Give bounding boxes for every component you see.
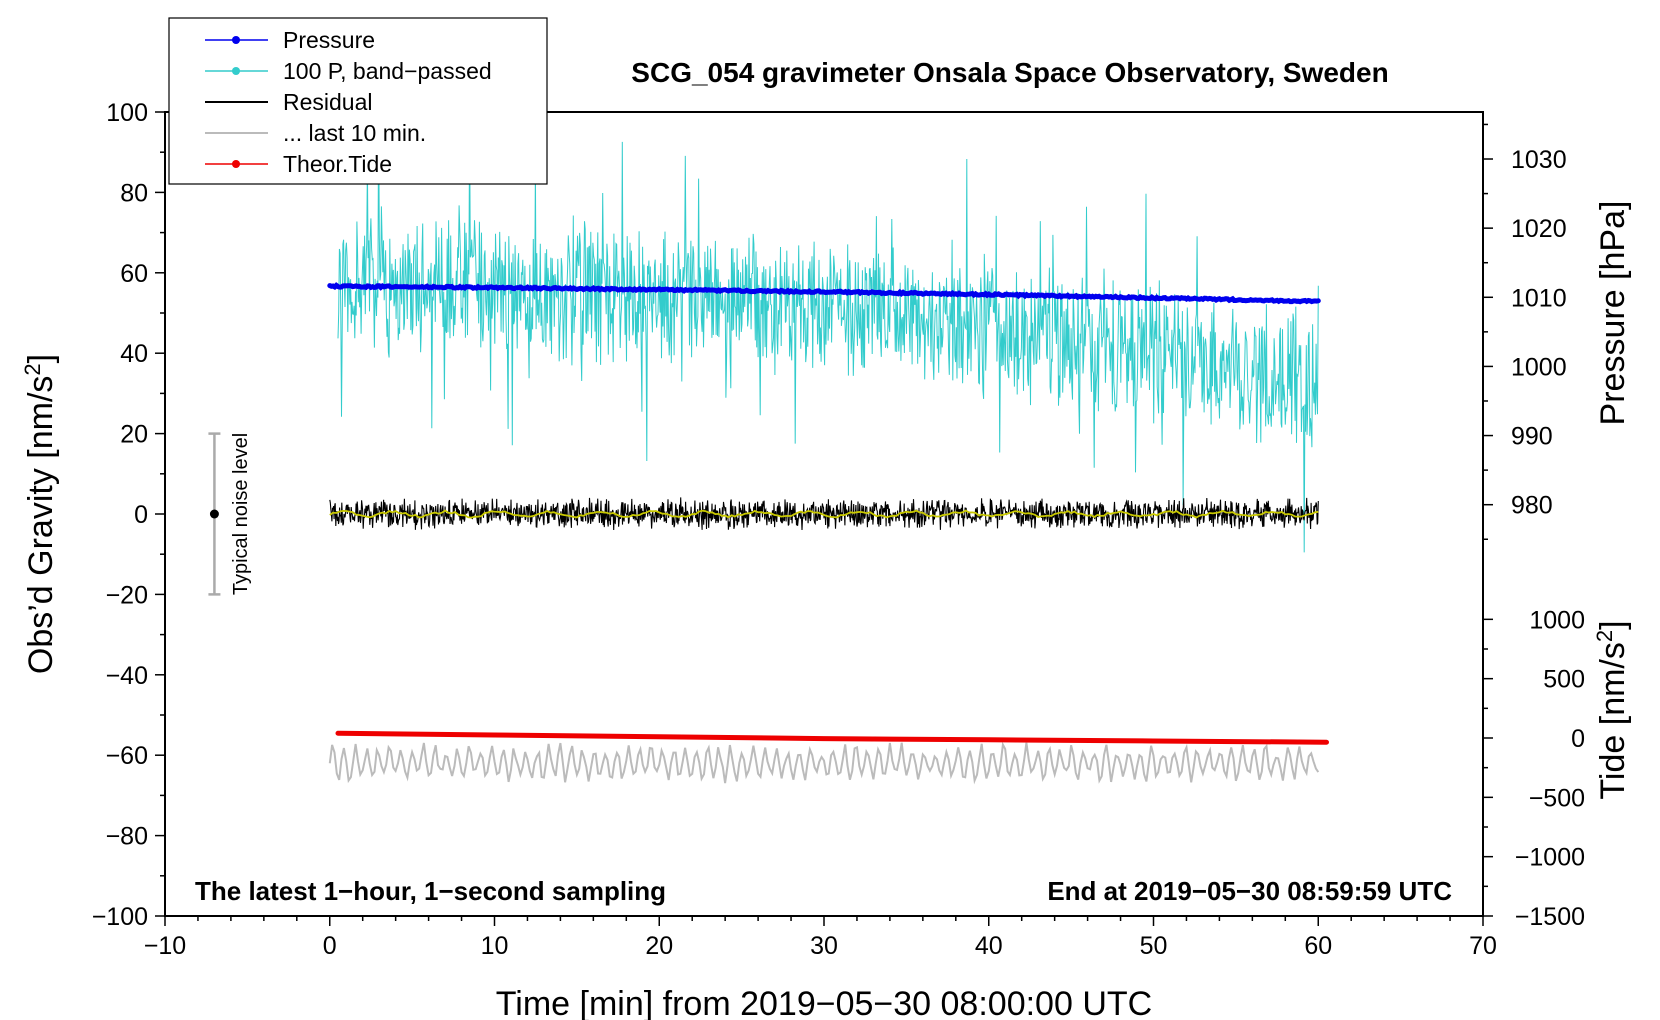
y-tick-label: −100 (92, 903, 148, 931)
legend-label-theor-tide: Theor.Tide (283, 151, 392, 177)
legend-item-pressure: Pressure (205, 27, 375, 53)
tide-tick-label: −1000 (1515, 844, 1585, 872)
x-tick-label: 20 (645, 932, 673, 960)
y-axis-left-title-main: Obs’d Gravity [nm/s (22, 376, 60, 675)
y-tick-label: 40 (120, 340, 148, 368)
series-band-passed-line (337, 107, 1319, 553)
data-series-layer (327, 107, 1329, 785)
y-tick-label: −60 (106, 742, 148, 770)
noise-level-label: Typical noise level (230, 433, 252, 595)
legend-item-residual: Residual (205, 89, 373, 115)
tide-tick-label: 0 (1571, 725, 1585, 753)
x-tick-label: 70 (1469, 932, 1497, 960)
x-tick-label: 40 (975, 932, 1003, 960)
y-tick-label: 20 (120, 421, 148, 449)
pressure-tick-label: 1020 (1511, 215, 1567, 243)
x-axis-title: Time [min] from 2019−05−30 08:00:00 UTC (496, 985, 1152, 1020)
annotation-sampling: The latest 1−hour, 1−second sampling (195, 876, 666, 906)
legend-marker-band-passed (232, 67, 240, 75)
tide-tick-label: 500 (1543, 666, 1585, 694)
series-last-10-min-line (328, 741, 1320, 785)
noise-bar-center-dot (209, 509, 219, 519)
y-axis-tide-title-end: ] (1594, 620, 1632, 629)
legend-marker-pressure (232, 36, 240, 44)
x-tick-label: 30 (810, 932, 838, 960)
series-residual-smoothed-line (329, 509, 1319, 519)
y-axis-pressure-title: Pressure [hPa] (1594, 201, 1632, 426)
legend-label-residual: Residual (283, 89, 373, 115)
legend-item-theor-tide: Theor.Tide (205, 151, 392, 177)
y-tick-label: 100 (106, 99, 148, 127)
y-tick-label: 80 (120, 179, 148, 207)
x-tick-label: 50 (1140, 932, 1168, 960)
y-axis-left-title-end: ] (22, 354, 60, 363)
x-tick-label: −10 (144, 932, 186, 960)
noise-level-bar (208, 432, 221, 596)
y-axis-tide-title-main: Tide [nm/s (1594, 642, 1632, 799)
y-tick-label: −80 (106, 823, 148, 851)
annotation-end-time: End at 2019−05−30 08:59:59 UTC (1047, 876, 1452, 906)
pressure-tick-label: 980 (1511, 492, 1553, 520)
pressure-tick-label: 1010 (1511, 284, 1567, 312)
legend-item-band-passed: 100 P, band−passed (205, 58, 492, 84)
x-tick-label: 10 (481, 932, 509, 960)
y-tick-label: −40 (106, 662, 148, 690)
series-pressure-line (327, 282, 1321, 305)
pressure-tick-label: 1030 (1511, 146, 1567, 174)
x-tick-label: 60 (1304, 932, 1332, 960)
pressure-tick-label: 1000 (1511, 353, 1567, 381)
legend-label-pressure: Pressure (283, 27, 375, 53)
x-tick-label: 0 (323, 932, 337, 960)
y-tick-label: −20 (106, 581, 148, 609)
tide-tick-label: 1000 (1529, 606, 1585, 634)
y-axis-tide-title: Tide [nm/s2] (1592, 620, 1632, 799)
chart-title: SCG_054 gravimeter Onsala Space Observat… (631, 57, 1388, 88)
legend-item-last-10-min: ... last 10 min. (205, 120, 426, 146)
pressure-tick-label: 990 (1511, 423, 1553, 451)
y-tick-label: 0 (134, 501, 148, 529)
y-axis-left-title-sup: 2 (20, 363, 45, 375)
legend-marker-theor-tide (232, 160, 240, 168)
tide-tick-label: −1500 (1515, 903, 1585, 931)
legend-label-band-passed: 100 P, band−passed (283, 58, 492, 84)
y-axis-tide-title-sup: 2 (1592, 630, 1617, 642)
legend: Pressure 100 P, band−passed Residual ...… (168, 17, 548, 185)
legend-label-last-10-min: ... last 10 min. (283, 120, 426, 146)
y-tick-label: 60 (120, 260, 148, 288)
y-axis-left-title: Obs’d Gravity [nm/s2] (20, 354, 60, 674)
series-theor-tide-line (335, 730, 1329, 745)
ticks-layer: −10 0 10 20 30 40 50 60 70100806040200−20−40−60−… (92, 99, 1585, 960)
tide-tick-label: −500 (1529, 784, 1585, 812)
